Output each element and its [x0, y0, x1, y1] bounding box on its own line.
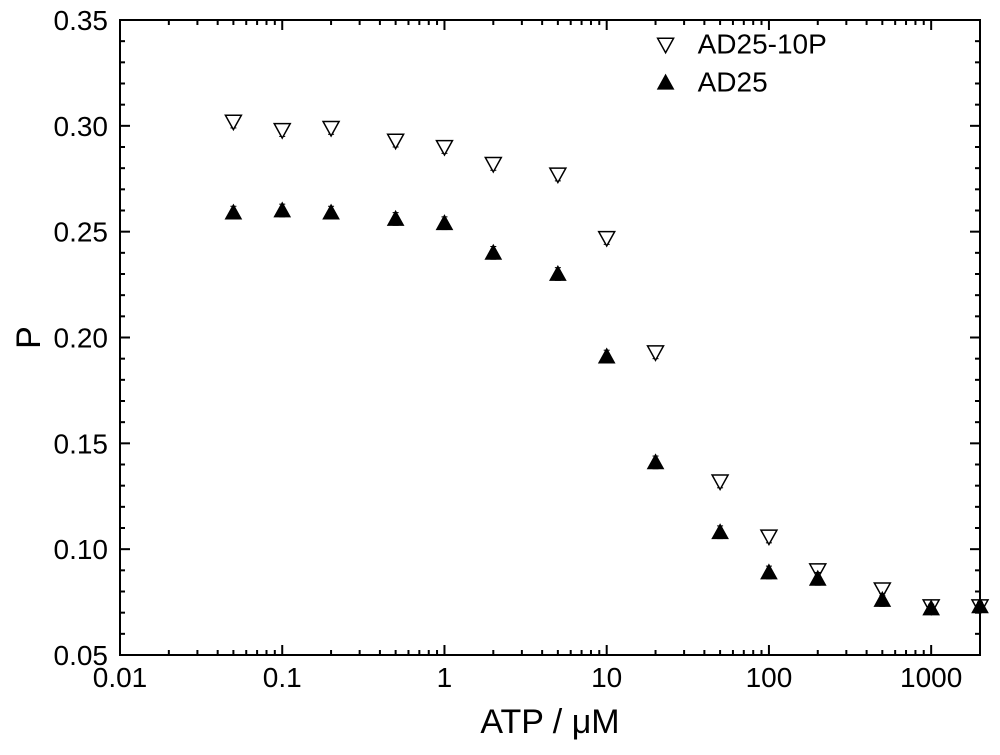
marker-triangle-up — [274, 203, 290, 217]
marker-triangle-down-open — [436, 141, 452, 155]
marker-triangle-up — [485, 245, 501, 259]
y-tick-label: 0.25 — [54, 217, 109, 248]
x-tick-label: 1 — [437, 662, 453, 693]
scatter-plot: 0.010.111010010000.050.100.150.200.250.3… — [0, 0, 1000, 755]
y-tick-label: 0.05 — [54, 640, 109, 671]
y-tick-label: 0.35 — [54, 5, 109, 36]
marker-triangle-down-open — [648, 346, 664, 360]
plot-frame — [120, 20, 980, 655]
marker-triangle-down-open — [550, 168, 566, 182]
marker-triangle-down-open — [225, 115, 241, 129]
marker-triangle-up — [388, 211, 404, 225]
y-tick-label: 0.15 — [54, 428, 109, 459]
marker-triangle-up — [658, 75, 674, 89]
legend-label: AD25 — [698, 67, 768, 98]
marker-triangle-down-open — [712, 475, 728, 489]
legend-label: AD25-10P — [698, 29, 827, 60]
marker-triangle-down-open — [761, 530, 777, 544]
x-tick-label: 100 — [746, 662, 793, 693]
marker-triangle-down-open — [658, 38, 674, 52]
marker-triangle-down-open — [274, 124, 290, 138]
marker-triangle-up — [874, 592, 890, 606]
marker-triangle-up — [761, 564, 777, 578]
marker-triangle-down-open — [485, 158, 501, 172]
y-tick-label: 0.30 — [54, 111, 109, 142]
marker-triangle-up — [810, 571, 826, 585]
x-tick-label: 1000 — [900, 662, 962, 693]
marker-triangle-up — [323, 205, 339, 219]
marker-triangle-down-open — [323, 122, 339, 136]
chart-container: 0.010.111010010000.050.100.150.200.250.3… — [0, 0, 1000, 755]
marker-triangle-down-open — [388, 134, 404, 148]
marker-triangle-up — [550, 266, 566, 280]
x-tick-label: 10 — [591, 662, 622, 693]
marker-triangle-up — [599, 349, 615, 363]
marker-triangle-up — [648, 454, 664, 468]
y-axis-label: P — [10, 326, 48, 349]
x-tick-label: 0.1 — [263, 662, 302, 693]
marker-triangle-down-open — [599, 232, 615, 246]
marker-triangle-up — [712, 524, 728, 538]
y-tick-label: 0.20 — [54, 323, 109, 354]
y-tick-label: 0.10 — [54, 534, 109, 565]
marker-triangle-up — [436, 215, 452, 229]
x-axis-label: ATP / μM — [480, 703, 619, 741]
marker-triangle-up — [225, 205, 241, 219]
